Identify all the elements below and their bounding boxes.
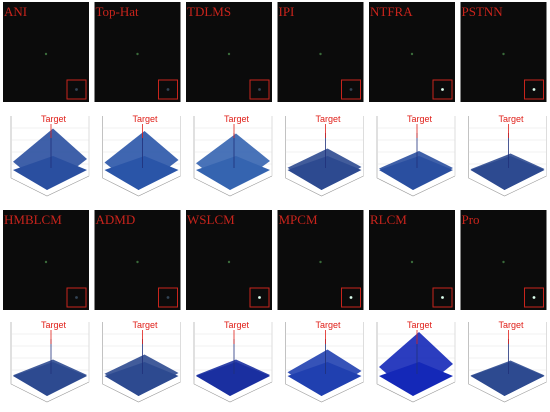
zoom-target	[441, 88, 444, 91]
target-label: Target	[224, 114, 250, 124]
target-label: Target	[316, 320, 342, 330]
method-label: NTFRA	[370, 4, 413, 19]
zoom-target	[349, 296, 353, 299]
ir-image	[3, 210, 89, 310]
target-label: Target	[133, 320, 159, 330]
ir-image	[460, 210, 547, 310]
surface-base	[470, 362, 545, 396]
plot-axes	[10, 116, 90, 197]
target-dot	[502, 52, 505, 56]
zoom-target	[166, 296, 170, 299]
target-label: Target	[41, 320, 67, 330]
target-label: Target	[407, 320, 433, 330]
method-label: ANI	[4, 4, 27, 19]
target-dot	[227, 260, 231, 264]
target-dot	[136, 52, 139, 56]
target-dot	[44, 260, 48, 264]
method-label: IPI	[279, 4, 295, 19]
surface-base	[196, 156, 270, 190]
plot-axes	[193, 322, 273, 403]
target-dot	[502, 260, 505, 264]
plot-axes	[468, 322, 547, 403]
surface-base	[196, 362, 270, 396]
ir-image	[369, 210, 455, 310]
method-label: RLCM	[370, 212, 407, 227]
zoom-box	[524, 287, 544, 308]
zoom-box	[524, 79, 544, 100]
zoom-box	[432, 287, 453, 308]
plot-axes	[285, 322, 364, 403]
ir-image	[186, 2, 272, 102]
zoom-target	[532, 296, 536, 299]
target-dot	[410, 260, 414, 264]
zoom-target	[258, 296, 261, 299]
zoom-box	[66, 79, 87, 100]
zoom-box	[249, 287, 270, 308]
target-dot	[227, 52, 231, 56]
target-label: Target	[316, 114, 342, 124]
ir-image	[277, 2, 364, 102]
zoom-target	[532, 88, 536, 91]
zoom-box	[341, 79, 361, 100]
method-label: HMBLCM	[4, 212, 62, 227]
method-label: MPCM	[279, 212, 318, 227]
zoom-box	[249, 79, 270, 100]
surface-base	[379, 362, 453, 396]
target-dot	[44, 52, 48, 56]
zoom-target	[75, 296, 78, 299]
ir-image	[94, 210, 181, 310]
surface-base	[470, 156, 545, 190]
plot-axes	[10, 322, 90, 403]
plot-axes	[193, 116, 273, 197]
surface-base	[13, 362, 87, 396]
surface-base	[287, 156, 362, 190]
ir-image	[3, 2, 89, 102]
ir-image	[94, 2, 181, 102]
method-label: TDLMS	[187, 4, 231, 19]
plot-axes	[376, 116, 456, 197]
surface-base	[104, 156, 179, 190]
target-dot	[319, 260, 322, 264]
method-label: PSTNN	[462, 4, 504, 19]
plot-axes	[102, 116, 181, 197]
target-dot	[136, 260, 139, 264]
plot-axes	[285, 116, 364, 197]
surface-base	[287, 362, 362, 396]
surface-base	[104, 362, 179, 396]
ir-image	[460, 2, 547, 102]
surface-base	[379, 156, 453, 190]
target-label: Target	[133, 114, 159, 124]
ir-image	[369, 2, 455, 102]
zoom-box	[158, 287, 178, 308]
method-label: WSLCM	[187, 212, 235, 227]
method-label: ADMD	[96, 212, 136, 227]
zoom-box	[432, 79, 453, 100]
target-dot	[410, 52, 414, 56]
zoom-target	[441, 296, 444, 299]
target-label: Target	[407, 114, 433, 124]
target-dot	[319, 52, 322, 56]
surface-base	[13, 156, 87, 190]
zoom-target	[258, 88, 261, 91]
ir-image	[277, 210, 364, 310]
plot-axes	[376, 322, 456, 403]
ir-image	[186, 210, 272, 310]
method-label: Top-Hat	[96, 4, 140, 19]
target-label: Target	[499, 114, 525, 124]
method-label: Pro	[462, 212, 480, 227]
target-label: Target	[41, 114, 67, 124]
zoom-target	[166, 88, 170, 91]
zoom-target	[349, 88, 353, 91]
target-label: Target	[499, 320, 525, 330]
zoom-box	[66, 287, 87, 308]
target-label: Target	[224, 320, 250, 330]
zoom-box	[341, 287, 361, 308]
plot-axes	[102, 322, 181, 403]
plot-axes	[468, 116, 547, 197]
zoom-box	[158, 79, 178, 100]
zoom-target	[75, 88, 78, 91]
